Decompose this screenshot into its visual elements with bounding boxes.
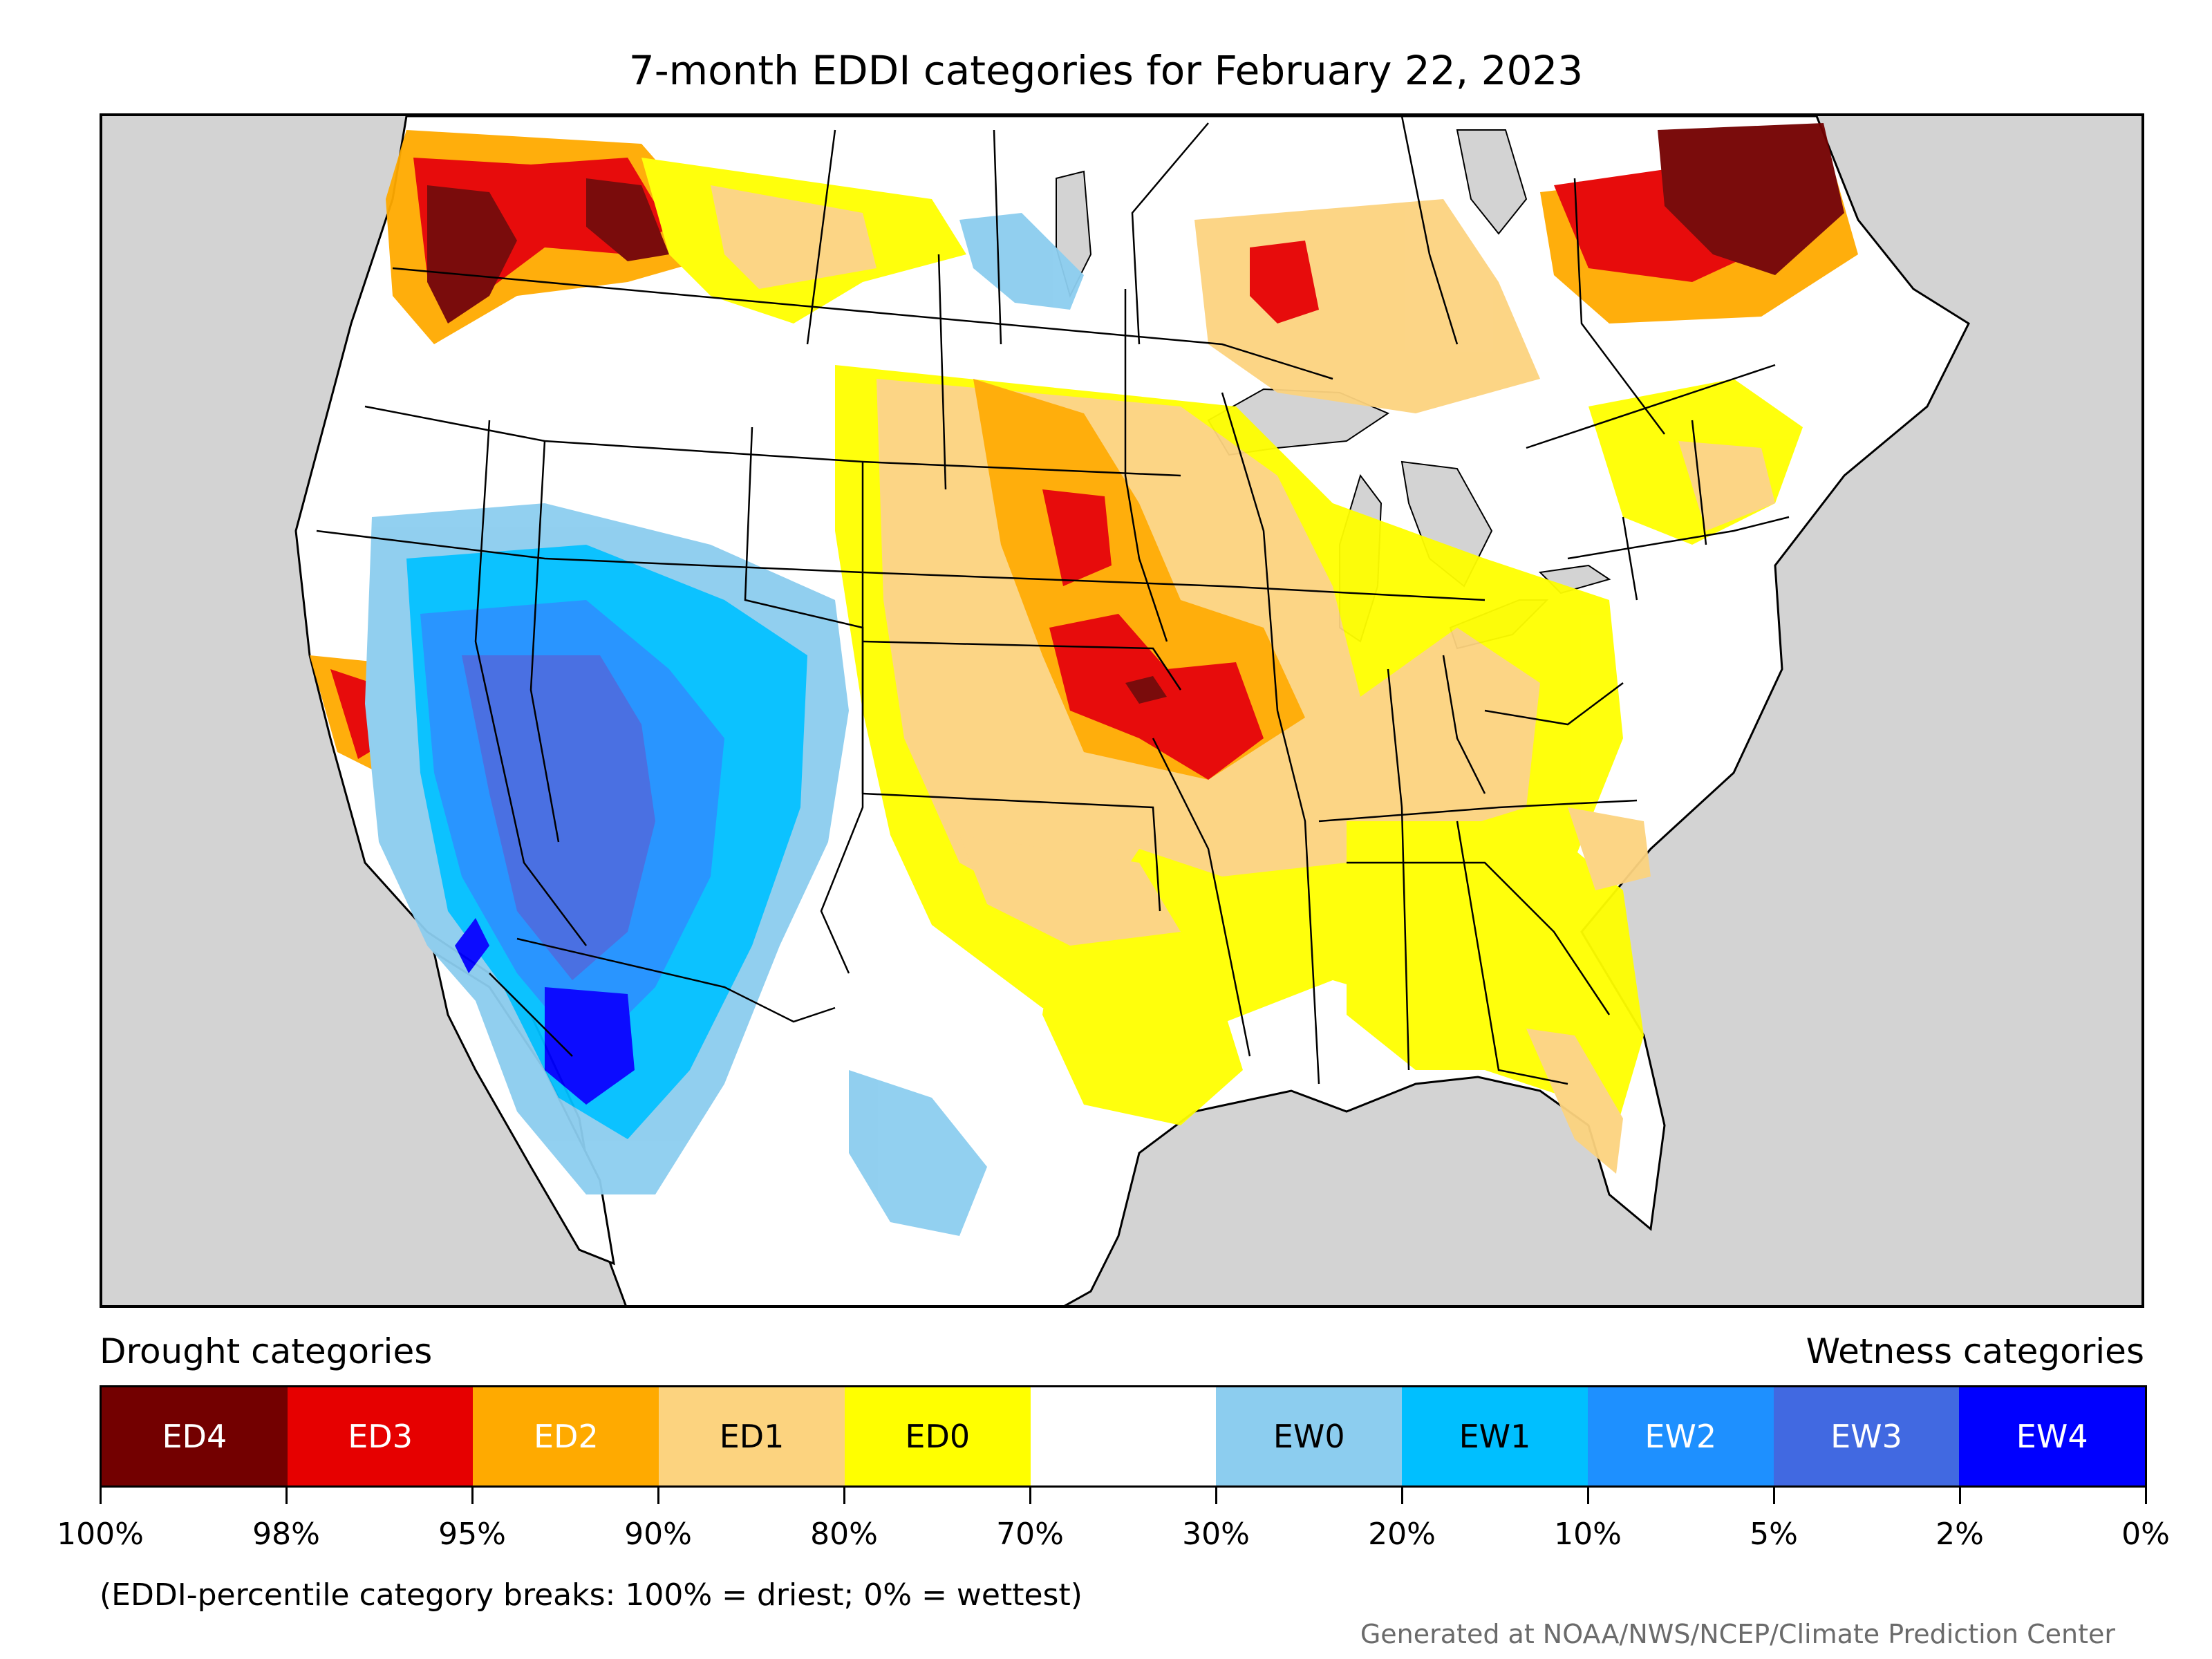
colorbar-tick [1401,1488,1403,1504]
colorbar-tick [471,1488,474,1504]
patch-canada-ew0 [959,213,1084,310]
colorbar-tick-label: 2% [1936,1517,1984,1552]
patch-gulf-ew0 [849,1070,987,1236]
colorbar-tick [1215,1488,1217,1504]
colorbar-tick [843,1488,845,1504]
colorbar-tick [1773,1488,1775,1504]
map-canvas [102,116,2141,1305]
colorbar-tick-label: 20% [1368,1517,1436,1552]
patch-plains-ed4 [1125,676,1167,704]
colorbar-tick-label: 90% [624,1517,692,1552]
colorbar-tick-label: 5% [1750,1517,1798,1552]
patch-west-ew4 [455,918,635,1105]
colorbar-tick-label: 95% [438,1517,506,1552]
colorbar-tick-label: 0% [2121,1517,2170,1552]
colorbar-tick [1587,1488,1589,1504]
colorbar-tick-label: 70% [996,1517,1064,1552]
colorbar-tick-label: 10% [1554,1517,1622,1552]
colorbar-segment-ew2: EW2 [1587,1387,1774,1485]
colorbar-tick [1959,1488,1961,1504]
colorbar-tick-label: 100% [57,1517,144,1552]
eddi-map [100,113,2144,1308]
patch-west-ew3 [462,655,655,980]
colorbar-tick [2145,1488,2147,1504]
colorbar-segment-ew0: EW0 [1216,1387,1403,1485]
category-colorbar: ED4 ED3 ED2 ED1 ED0 EW0 EW1 EW2 EW3 EW4 [100,1385,2147,1488]
colorbar-tick-label: 80% [810,1517,878,1552]
colorbar-segment-ed3: ED3 [287,1387,474,1485]
drought-categories-label: Drought categories [100,1331,433,1371]
category-breaks-note: (EDDI-percentile category breaks: 100% =… [100,1577,1082,1613]
colorbar-segment-ew3: EW3 [1773,1387,1960,1485]
colorbar-segment-ew1: EW1 [1402,1387,1588,1485]
patch-canada-ed1 [711,185,877,289]
colorbar-tick-label: 98% [252,1517,320,1552]
patch-texas-ed1 [959,835,1181,946]
credit-line: Generated at NOAA/NWS/NCEP/Climate Predi… [1360,1619,2115,1649]
james-bay [1456,129,1528,235]
map-title: 7-month EDDI categories for February 22,… [628,47,1584,94]
patch-quebec-ed4 [1658,123,1844,275]
colorbar-segment-normal [1030,1387,1217,1485]
colorbar-segment-ed0: ED0 [844,1387,1031,1485]
patch-texas-ed0 [1042,918,1243,1125]
colorbar-segment-ed2: ED2 [473,1387,659,1485]
patch-ontario-ed3 [1250,241,1319,324]
political-boundaries [316,116,1790,1085]
colorbar-tick [1029,1488,1031,1504]
colorbar-tick [100,1488,102,1504]
colorbar-segment-ew4: EW4 [1959,1387,2146,1485]
patch-plains-ed3 [1042,489,1264,780]
wetness-categories-label: Wetness categories [1806,1331,2144,1371]
colorbar-tick [285,1488,288,1504]
colorbar-segment-ed1: ED1 [659,1387,845,1485]
colorbar-segment-ed4: ED4 [102,1387,288,1485]
colorbar-tick-label: 30% [1182,1517,1250,1552]
patch-pnw-ed4 [427,178,669,324]
colorbar-tick [657,1488,659,1504]
